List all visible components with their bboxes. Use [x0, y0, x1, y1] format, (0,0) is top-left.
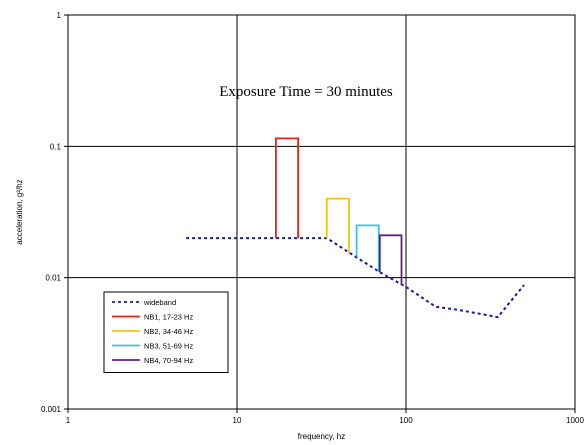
x-axis-label: frequency, hz: [298, 432, 345, 441]
y-tick-label: 0.01: [45, 274, 61, 283]
legend-label-3: NB3, 51-69 Hz: [144, 342, 193, 351]
legend-label-0: wideband: [143, 298, 176, 307]
series-line-4: [378, 234, 403, 285]
exposure-annotation: Exposure Time = 30 minutes: [219, 84, 393, 100]
series-line-3: [355, 224, 380, 273]
y-axis-label: acceleration, g²/hz: [15, 179, 24, 244]
x-tick-label: 1000: [566, 416, 584, 425]
legend: wideband NB1, 17-23 Hz NB2, 34-46 Hz NB3, 5…: [103, 291, 229, 373]
series-line-1: [274, 137, 300, 239]
x-tick-label: 10: [233, 416, 242, 425]
series-line-0: [186, 237, 525, 319]
series-layer: [186, 137, 525, 319]
y-tick-label: 0.1: [50, 142, 62, 151]
y-tick-label: 0.001: [41, 405, 62, 414]
plot-area: [67, 14, 576, 410]
legend-box: [103, 291, 229, 373]
tick-labels: 1 10 100 1000 0.001 0.01 0.1 1: [41, 11, 584, 425]
y-tick-label: 1: [57, 11, 62, 20]
legend-label-1: NB1, 17-23 Hz: [144, 313, 193, 322]
x-tick-label: 1: [66, 416, 71, 425]
x-tick-label: 100: [399, 416, 413, 425]
legend-label-4: NB4, 70-94 Hz: [144, 356, 193, 365]
series-line-2: [325, 197, 350, 253]
legend-label-2: NB2, 34-46 Hz: [144, 327, 193, 336]
